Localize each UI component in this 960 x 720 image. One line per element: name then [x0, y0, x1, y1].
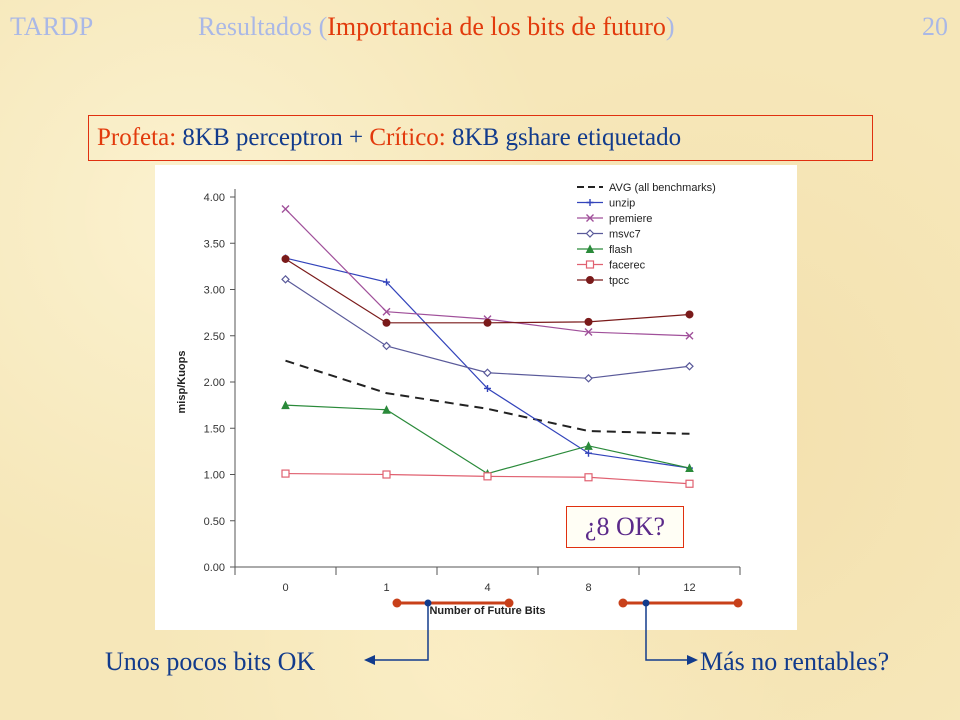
y-tick-label: 4.00	[204, 192, 225, 204]
series-flash	[281, 400, 694, 478]
label-more-not-profitable: Más no rentables?	[700, 647, 890, 676]
x-tick-label: 0	[282, 582, 288, 594]
legend-item: msvc7	[577, 229, 641, 241]
data-point	[584, 328, 593, 337]
subtitle-critic-config: 8KB gshare etiquetado	[452, 124, 682, 151]
y-tick-label: 3.00	[204, 285, 225, 297]
data-point	[685, 463, 694, 473]
data-point	[281, 469, 290, 478]
legend-label: premiere	[609, 213, 652, 225]
legend-item: unzip	[577, 198, 635, 210]
page-number: 20	[922, 12, 948, 41]
subtitle-prophet-config: 8KB perceptron +	[182, 124, 370, 151]
data-point	[584, 317, 593, 326]
legend-swatch-marker	[586, 276, 594, 284]
data-point	[382, 318, 391, 327]
config-subtitle-box: Profeta: 8KB perceptron + Crítico: 8KB g…	[88, 115, 873, 161]
data-point	[382, 470, 391, 479]
x-axis-title: Number of Future Bits	[429, 605, 545, 617]
legend-label: facerec	[609, 260, 646, 272]
legend-swatch-marker	[585, 229, 595, 238]
slide-header: TARDP Resultados (Importancia de los bit…	[0, 12, 960, 48]
legend-label: unzip	[609, 198, 635, 210]
data-point	[585, 449, 592, 457]
data-point	[685, 331, 694, 340]
data-point	[685, 361, 694, 371]
legend-swatch-marker	[586, 199, 594, 206]
series-unzip	[282, 254, 693, 472]
header-title: Resultados (Importancia de los bits de f…	[198, 12, 675, 42]
legend-item: flash	[577, 244, 632, 256]
series-avg	[285, 359, 690, 435]
x-tick-label: 12	[683, 582, 695, 594]
callout-8-bits: ¿8 OK?	[566, 506, 684, 548]
arrowhead-left	[364, 655, 375, 665]
data-point	[484, 384, 491, 392]
y-tick-label: 1.50	[204, 423, 225, 435]
y-tick-label: 1.00	[204, 470, 225, 482]
series-line	[285, 404, 690, 475]
header-title-pre: Resultados (	[198, 12, 328, 41]
series-msvc7	[281, 274, 694, 383]
data-point	[281, 254, 290, 263]
y-tick-label: 2.00	[204, 377, 225, 389]
y-tick-label: 2.50	[204, 331, 225, 343]
subtitle-prophet-label: Profeta:	[97, 124, 183, 151]
legend-item: facerec	[577, 260, 646, 272]
y-tick-label: 0.50	[204, 516, 225, 528]
header-title-highlight: Importancia de los bits de futuro	[327, 12, 666, 41]
data-point	[685, 479, 694, 488]
line-chart: 0.00 0.50 1.00 1.50 2.00 2.50 3.00 3.50 4.00 0 1 4 8…	[176, 182, 741, 617]
legend-swatch-marker	[585, 260, 595, 269]
data-point	[382, 307, 391, 316]
legend-label: tpcc	[609, 275, 630, 287]
data-point	[281, 400, 290, 410]
series-tpcc	[281, 254, 694, 327]
legend-item: tpcc	[577, 275, 630, 287]
data-point	[584, 373, 593, 383]
series-line	[285, 257, 690, 469]
data-point	[483, 472, 492, 481]
data-point	[685, 310, 694, 319]
data-point	[281, 274, 290, 284]
header-course-code: TARDP	[10, 12, 94, 41]
data-point	[281, 205, 290, 214]
series-line	[285, 278, 690, 379]
label-few-bits-ok: Unos pocos bits OK	[105, 647, 316, 676]
data-point	[584, 441, 593, 450]
x-tick-label: 1	[383, 582, 389, 594]
series-facerec	[281, 469, 694, 488]
arrowhead-right	[687, 655, 698, 665]
data-point	[483, 368, 492, 378]
data-point	[584, 473, 593, 482]
subtitle-critic-label: Crítico:	[369, 124, 452, 151]
chart-panel: 0.00 0.50 1.00 1.50 2.00 2.50 3.00 3.50 4.00 0 1 4 8…	[155, 165, 797, 630]
y-tick-label: 0.00	[204, 562, 225, 574]
header-title-post: )	[665, 12, 675, 41]
x-tick-label: 4	[484, 582, 490, 594]
legend-label: AVG (all benchmarks)	[609, 182, 716, 194]
data-point	[383, 278, 390, 286]
legend-label: flash	[609, 244, 632, 256]
legend-swatch-marker	[585, 244, 595, 253]
legend-swatch-marker	[586, 214, 594, 222]
data-point	[483, 318, 492, 327]
data-point	[382, 341, 391, 351]
data-point	[382, 405, 391, 414]
y-tick-label: 3.50	[204, 238, 225, 250]
legend-item: AVG (all benchmarks)	[577, 182, 716, 194]
x-tick-label: 8	[585, 582, 591, 594]
series-line	[285, 359, 690, 435]
y-axis-title: misp/Kuops	[176, 351, 188, 414]
legend-item: premiere	[577, 213, 652, 225]
legend-label: msvc7	[609, 229, 641, 241]
